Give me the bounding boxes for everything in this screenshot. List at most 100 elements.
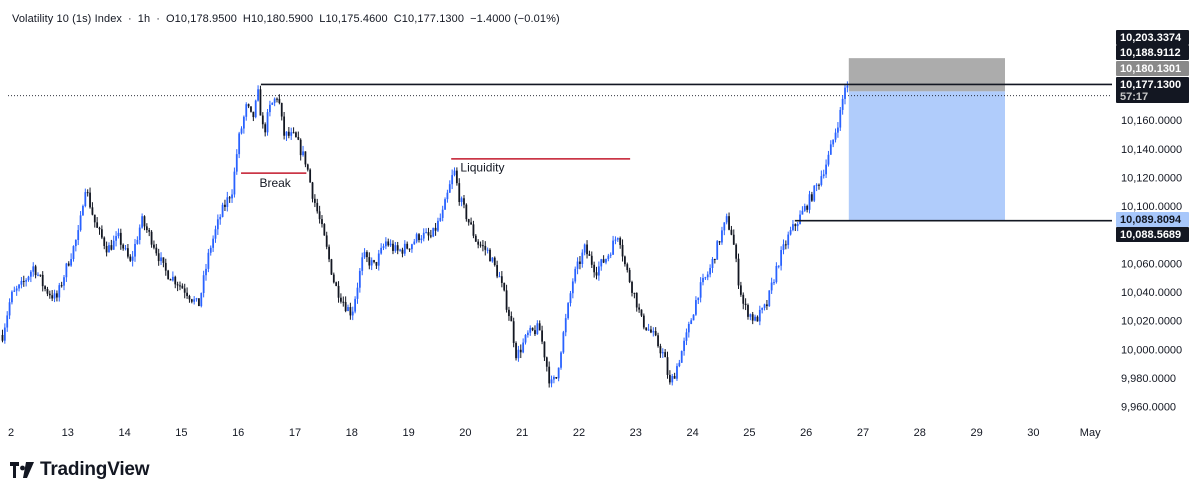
candle-body (105, 245, 108, 253)
candle-body (690, 320, 693, 324)
price-tag-bg (1116, 77, 1189, 103)
candle-body (406, 243, 409, 249)
candle-body (562, 332, 565, 353)
candle-body (429, 235, 432, 237)
candle-body (439, 217, 442, 221)
candle-body (564, 318, 567, 333)
candle-body (553, 376, 555, 380)
stop-loss-zone[interactable] (848, 58, 1005, 92)
x-tick-label: 30 (1027, 427, 1039, 439)
price-tag-bg (1116, 30, 1189, 45)
price-tag[interactable]: 10,089.8094 (1116, 212, 1189, 227)
candle-body (484, 245, 487, 250)
candle-body (498, 276, 501, 278)
x-tick-label: 20 (459, 427, 471, 439)
legend-timeframe: 1h (137, 13, 151, 25)
candle-body (392, 243, 394, 251)
candle-body (768, 290, 771, 307)
x-tick-label: 24 (686, 427, 698, 439)
candle-body (574, 268, 577, 282)
countdown-label: 57:17 (1120, 91, 1148, 103)
candle-body (188, 295, 191, 300)
candle-body (756, 316, 759, 322)
candle-body (119, 232, 122, 245)
candle-body (53, 293, 56, 299)
candle-body (751, 314, 754, 321)
annotation-break[interactable]: Break (259, 176, 291, 190)
candle-body (366, 252, 368, 258)
price-tag[interactable]: 10,088.5689 (1116, 227, 1189, 242)
take-profit-zone[interactable] (848, 91, 1005, 221)
brand-name: TradingView (40, 459, 150, 480)
candle-body (216, 219, 219, 230)
candle-body (195, 298, 198, 300)
candle-body (730, 229, 733, 235)
candle-body (647, 329, 650, 331)
candle-body (193, 299, 196, 302)
candle-body (531, 327, 534, 331)
candle-body (153, 244, 155, 248)
candle-body (742, 294, 745, 304)
candle-body (269, 104, 271, 113)
candle-body (586, 244, 588, 255)
candle-body (711, 258, 714, 268)
candle-body (697, 297, 700, 301)
candle-body (467, 219, 470, 223)
candle-body (659, 346, 662, 354)
candle-body (347, 307, 349, 312)
candle-body (186, 292, 188, 296)
candle-body (683, 340, 685, 352)
candle-body (13, 290, 16, 292)
candle-body (122, 244, 125, 249)
candle-body (148, 230, 151, 232)
candle-body (803, 205, 806, 211)
price-tag[interactable]: 10,203.3374 (1116, 30, 1189, 45)
candle-body (846, 85, 849, 88)
candle-body (396, 245, 399, 251)
candle-body (614, 239, 617, 241)
candle-body (770, 282, 773, 291)
candle-body (744, 303, 747, 306)
candle-body (704, 277, 707, 279)
candle-body (145, 226, 148, 231)
chart-legend: Volatility 10 (1s) Index · 1h · O10,178.9500… (12, 13, 566, 25)
price-tag-bg (1116, 227, 1189, 242)
candle-body (387, 241, 390, 246)
candle-body (794, 224, 797, 227)
price-tag[interactable]: 10,180.1301 (1116, 61, 1189, 76)
candle-body (536, 323, 539, 335)
candle-body (280, 102, 283, 117)
candle-body (44, 286, 46, 289)
x-tick-label: 19 (402, 427, 414, 439)
candle-body (3, 327, 6, 341)
candle-body (84, 192, 87, 206)
price-tag[interactable]: 10,188.9112 (1116, 45, 1189, 60)
candle-body (131, 256, 134, 261)
candle-body (29, 271, 32, 277)
y-tick-label: 10,020.0000 (1121, 316, 1182, 328)
candle-body (529, 327, 532, 333)
candle-body (389, 243, 392, 246)
candle-body (687, 323, 690, 333)
tradingview-logo[interactable]: TradingView (10, 459, 150, 481)
candle-body (799, 214, 801, 225)
price-tag-label: 10,203.3374 (1120, 32, 1182, 44)
candle-body (766, 304, 768, 307)
candle-body (231, 194, 233, 199)
candle-body (143, 216, 146, 227)
candle-body (245, 104, 248, 117)
candle-body (680, 351, 683, 363)
candle-body (422, 232, 425, 239)
candle-body (472, 224, 475, 236)
candle-body (60, 285, 63, 287)
candle-body (233, 171, 236, 195)
candle-body (702, 277, 704, 283)
candle-body (718, 241, 721, 243)
candle-body (411, 244, 413, 250)
candle-body (820, 176, 823, 185)
candle-body (108, 245, 110, 253)
candle-body (224, 204, 226, 207)
annotation-liquidity[interactable]: Liquidity (460, 160, 504, 174)
